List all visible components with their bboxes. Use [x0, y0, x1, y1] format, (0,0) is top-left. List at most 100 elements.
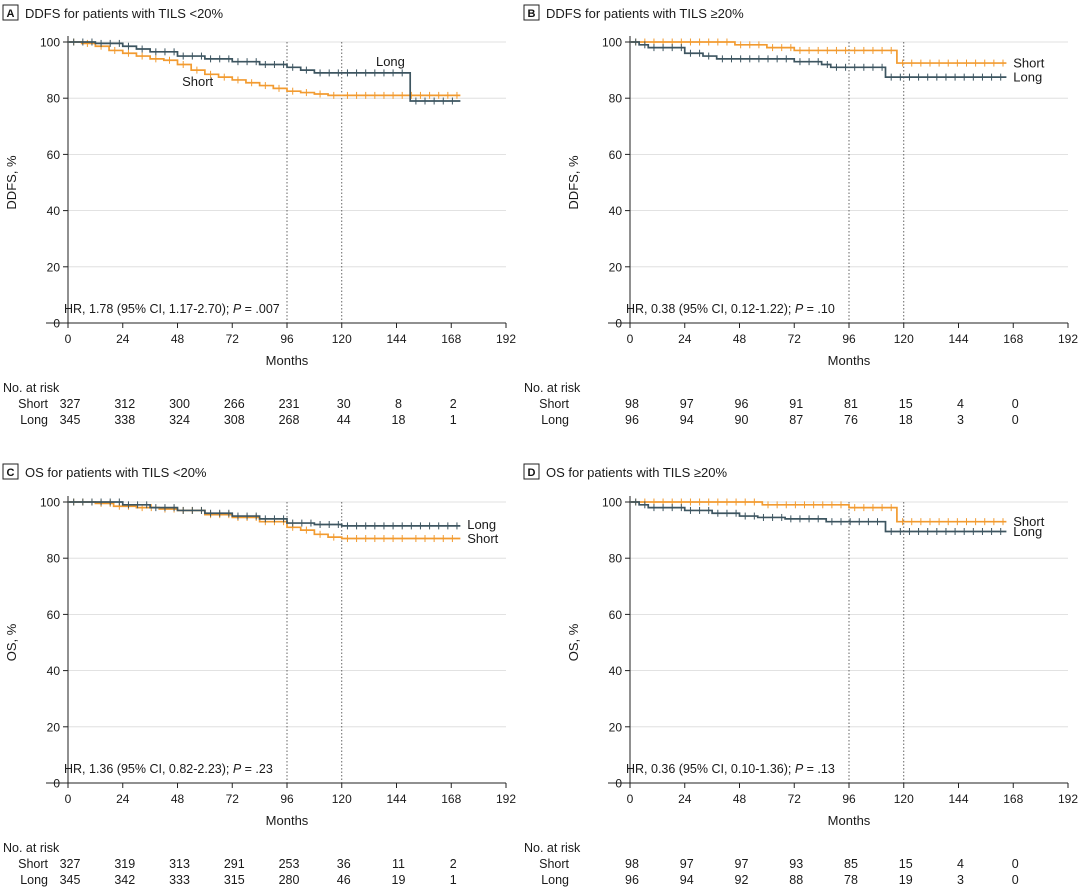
- risk-count: 0: [1012, 397, 1019, 411]
- risk-count: 268: [279, 413, 300, 427]
- risk-count: 345: [60, 413, 81, 427]
- hr-annotation: HR, 0.38 (95% CI, 0.12-1.22); P = .10: [626, 302, 835, 316]
- risk-table-title: No. at risk: [3, 381, 60, 395]
- x-axis: 0 24 48 72 96 120 144 168 192 Months: [608, 322, 1078, 368]
- x-tick-label: 0: [627, 332, 634, 346]
- x-tick-label: 168: [441, 792, 461, 806]
- y-axis: 020406080100DDFS, %: [4, 36, 506, 331]
- x-axis: 0 24 48 72 96 120 144 168 192 Months: [46, 782, 516, 828]
- y-tick-label: 60: [47, 608, 61, 622]
- risk-count: 19: [392, 873, 406, 887]
- risk-count: 94: [680, 873, 694, 887]
- series-long: Long: [68, 38, 461, 105]
- risk-count: 88: [789, 873, 803, 887]
- risk-count: 253: [279, 857, 300, 871]
- series-label: Short: [1013, 56, 1044, 71]
- risk-count: 3: [957, 873, 964, 887]
- risk-table-title: No. at risk: [524, 381, 581, 395]
- risk-count: 345: [60, 873, 81, 887]
- series-short: Short: [630, 498, 1045, 529]
- risk-row-label: Short: [18, 857, 48, 871]
- y-axis-title: DDFS, %: [566, 155, 581, 210]
- risk-count: 76: [844, 413, 858, 427]
- x-tick-label: 96: [842, 792, 856, 806]
- risk-count: 1: [450, 413, 457, 427]
- risk-count: 324: [169, 413, 190, 427]
- risk-count: 81: [844, 397, 858, 411]
- risk-count: 11: [392, 857, 405, 871]
- risk-count: 90: [735, 413, 749, 427]
- risk-row-label: Long: [541, 873, 569, 887]
- y-axis-title: DDFS, %: [4, 155, 19, 210]
- y-axis-title: OS, %: [566, 623, 581, 661]
- risk-count: 94: [680, 413, 694, 427]
- series-long: Long: [68, 498, 496, 532]
- panel-title: OS for patients with TILS <20%: [25, 465, 207, 480]
- x-tick-label: 192: [1058, 792, 1078, 806]
- panel-title: DDFS for patients with TILS ≥20%: [546, 6, 744, 21]
- y-tick-label: 20: [47, 720, 61, 734]
- risk-count: 315: [224, 873, 245, 887]
- panel-letter: B: [528, 8, 536, 20]
- x-tick-label: 192: [496, 332, 516, 346]
- risk-table-title: No. at risk: [3, 841, 60, 855]
- risk-count: 30: [337, 397, 351, 411]
- x-tick-label: 0: [65, 332, 72, 346]
- risk-count: 333: [169, 873, 190, 887]
- y-tick-label: 20: [609, 260, 623, 274]
- risk-count: 2: [450, 857, 457, 871]
- risk-count: 98: [625, 397, 639, 411]
- risk-count: 96: [625, 413, 639, 427]
- x-tick-label: 168: [1003, 792, 1023, 806]
- risk-count: 97: [680, 397, 694, 411]
- x-tick-label: 48: [171, 332, 185, 346]
- x-tick-label: 24: [116, 792, 130, 806]
- panel-letter-box: [523, 463, 540, 480]
- risk-table: No. at risk Short 327 319 313 291 253 36 11 2 Long…: [3, 841, 457, 887]
- risk-count: 0: [1012, 413, 1019, 427]
- series-long: Long: [630, 38, 1042, 85]
- risk-count: 313: [169, 857, 190, 871]
- series-short: Short: [630, 38, 1045, 71]
- x-tick-label: 120: [894, 792, 914, 806]
- series-label: Short: [1013, 514, 1044, 529]
- risk-count: 266: [224, 397, 245, 411]
- risk-count: 18: [899, 413, 913, 427]
- risk-count: 96: [625, 873, 639, 887]
- risk-count: 8: [395, 397, 402, 411]
- x-tick-label: 144: [386, 332, 406, 346]
- risk-count: 92: [735, 873, 749, 887]
- survival-curve-long: [630, 501, 1007, 533]
- x-tick-label: 48: [733, 332, 747, 346]
- risk-count: 231: [279, 397, 300, 411]
- risk-count: 280: [279, 873, 300, 887]
- x-tick-label: 72: [226, 332, 240, 346]
- survival-curve-short: [68, 41, 461, 97]
- x-tick-label: 24: [116, 332, 130, 346]
- risk-count: 97: [680, 857, 694, 871]
- x-axis-title: Months: [266, 353, 309, 368]
- x-tick-label: 72: [788, 792, 802, 806]
- x-tick-label: 168: [441, 332, 461, 346]
- risk-count: 87: [789, 413, 803, 427]
- risk-count: 3: [957, 413, 964, 427]
- panel-a: A DDFS for patients with TILS <20% 0 20 40 60…: [2, 4, 516, 427]
- risk-count: 19: [899, 873, 913, 887]
- x-tick-label: 144: [948, 332, 968, 346]
- survival-curve-long: [630, 41, 1007, 78]
- risk-row-label: Long: [541, 413, 569, 427]
- risk-table-title: No. at risk: [524, 841, 581, 855]
- x-tick-label: 168: [1003, 332, 1023, 346]
- risk-count: 2: [450, 397, 457, 411]
- series-long: Long: [630, 498, 1042, 539]
- panel-letter-box: [523, 4, 540, 21]
- y-tick-label: 40: [609, 664, 623, 678]
- series-label: Long: [376, 54, 405, 69]
- survival-curve-long: [68, 501, 461, 527]
- survival-curve-short: [630, 501, 1007, 523]
- risk-count: 93: [789, 857, 803, 871]
- risk-count: 4: [957, 857, 964, 871]
- risk-count: 36: [337, 857, 351, 871]
